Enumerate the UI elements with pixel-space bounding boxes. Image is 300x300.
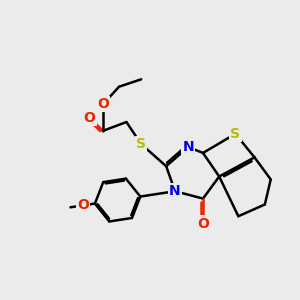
Text: O: O [197,217,209,231]
Text: O: O [77,198,88,212]
Text: N: N [169,184,181,198]
Text: O: O [84,111,96,124]
Text: N: N [182,140,194,154]
Text: S: S [230,127,240,141]
Text: S: S [136,137,146,151]
Text: O: O [97,98,109,111]
